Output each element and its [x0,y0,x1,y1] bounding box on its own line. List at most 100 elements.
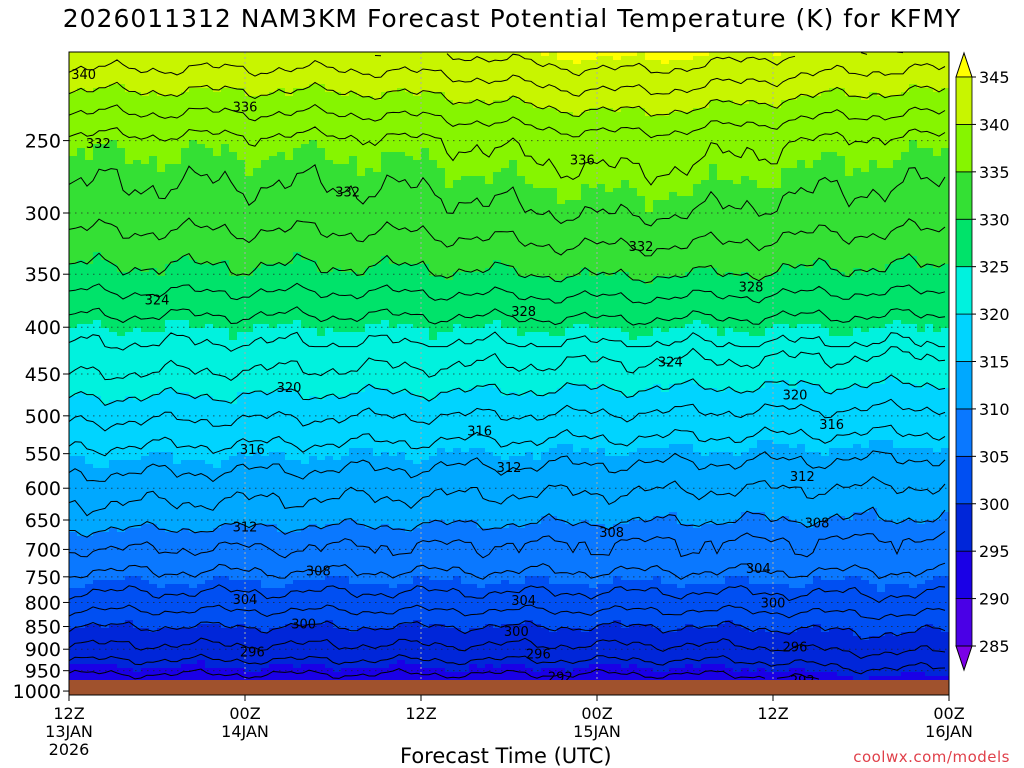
heatmap-cell [133,604,142,609]
heatmap-cell [237,440,246,445]
heatmap-cell [133,64,142,69]
heatmap-cell [277,236,286,241]
heatmap-cell [237,184,246,189]
heatmap-cell [173,168,182,173]
heatmap-cell [277,668,286,673]
heatmap-cell [133,400,142,405]
heatmap-cell [173,92,182,97]
heatmap-cell [109,484,118,489]
heatmap-cell [197,204,206,209]
heatmap-cell [221,228,230,233]
heatmap-cell [197,536,206,541]
heatmap-cell [149,360,158,365]
heatmap-cell [269,484,278,489]
heatmap-cell [253,620,262,625]
heatmap-cell [165,620,174,625]
heatmap-cell [245,644,254,649]
heatmap-cell [181,572,190,577]
heatmap-cell [141,580,150,585]
heatmap-cell [277,104,286,109]
heatmap-cell [181,468,190,473]
heatmap-cell [309,68,318,73]
heatmap-cell [181,488,190,493]
heatmap-cell [173,336,182,341]
heatmap-cell [253,308,262,313]
heatmap-cell [285,640,294,645]
heatmap-cell [141,200,150,205]
heatmap-cell [261,52,270,57]
heatmap-cell [253,416,262,421]
heatmap-cell [77,544,86,549]
heatmap-cell [141,448,150,453]
heatmap-cell [229,652,238,657]
heatmap-cell [77,676,86,680]
heatmap-cell [149,84,158,89]
heatmap-cell [253,600,262,605]
heatmap-cell [181,176,190,181]
heatmap-cell [261,264,270,269]
heatmap-cell [197,404,206,409]
heatmap-cell [189,92,198,97]
heatmap-cell [157,296,166,301]
heatmap-cell [277,444,286,449]
heatmap-cell [157,52,166,57]
heatmap-cell [165,556,174,561]
heatmap-cell [269,308,278,313]
heatmap-cell [261,168,270,173]
heatmap-cell [269,452,278,457]
heatmap-cell [285,240,294,245]
heatmap-cell [317,360,326,365]
heatmap-cell [165,424,174,429]
heatmap-cell [77,508,86,513]
heatmap-cell [237,284,246,289]
heatmap-cell [309,128,318,133]
heatmap-cell [277,332,286,337]
heatmap-cell [277,420,286,425]
heatmap-cell [117,480,126,485]
heatmap-cell [253,228,262,233]
heatmap-cell [133,420,142,425]
heatmap-cell [93,584,102,589]
heatmap-cell [101,312,110,317]
heatmap-cell [141,188,150,193]
heatmap-cell [301,572,310,577]
heatmap-cell [309,268,318,273]
heatmap-cell [125,340,134,345]
heatmap-cell [125,188,134,193]
heatmap-cell [141,556,150,561]
heatmap-cell [197,248,206,253]
heatmap-cell [237,152,246,157]
heatmap-cell [197,288,206,293]
heatmap-cell [245,312,254,317]
heatmap-cell [109,468,118,473]
heatmap-cell [173,428,182,433]
heatmap-cell [141,612,150,617]
heatmap-cell [277,320,286,325]
heatmap-cell [85,532,94,537]
heatmap-cell [245,656,254,661]
heatmap-cell [229,276,238,281]
heatmap-cell [85,384,94,389]
heatmap-cell [189,232,198,237]
heatmap-cell [245,228,254,233]
heatmap-cell [253,368,262,373]
heatmap-cell [85,472,94,477]
heatmap-cell [77,116,86,121]
heatmap-cell [165,148,174,153]
heatmap-cell [253,108,262,113]
heatmap-cell [205,520,214,525]
heatmap-cell [85,648,94,653]
heatmap-cell [317,476,326,481]
heatmap-cell [253,484,262,489]
heatmap-cell [165,584,174,589]
heatmap-cell [309,244,318,249]
heatmap-cell [301,348,310,353]
heatmap-cell [301,540,310,545]
heatmap-cell [221,340,230,345]
heatmap-cell [253,76,262,81]
heatmap-cell [277,400,286,405]
heatmap-cell [101,288,110,293]
heatmap-cell [309,168,318,173]
heatmap-cell [69,604,78,609]
heatmap-cell [125,664,134,669]
